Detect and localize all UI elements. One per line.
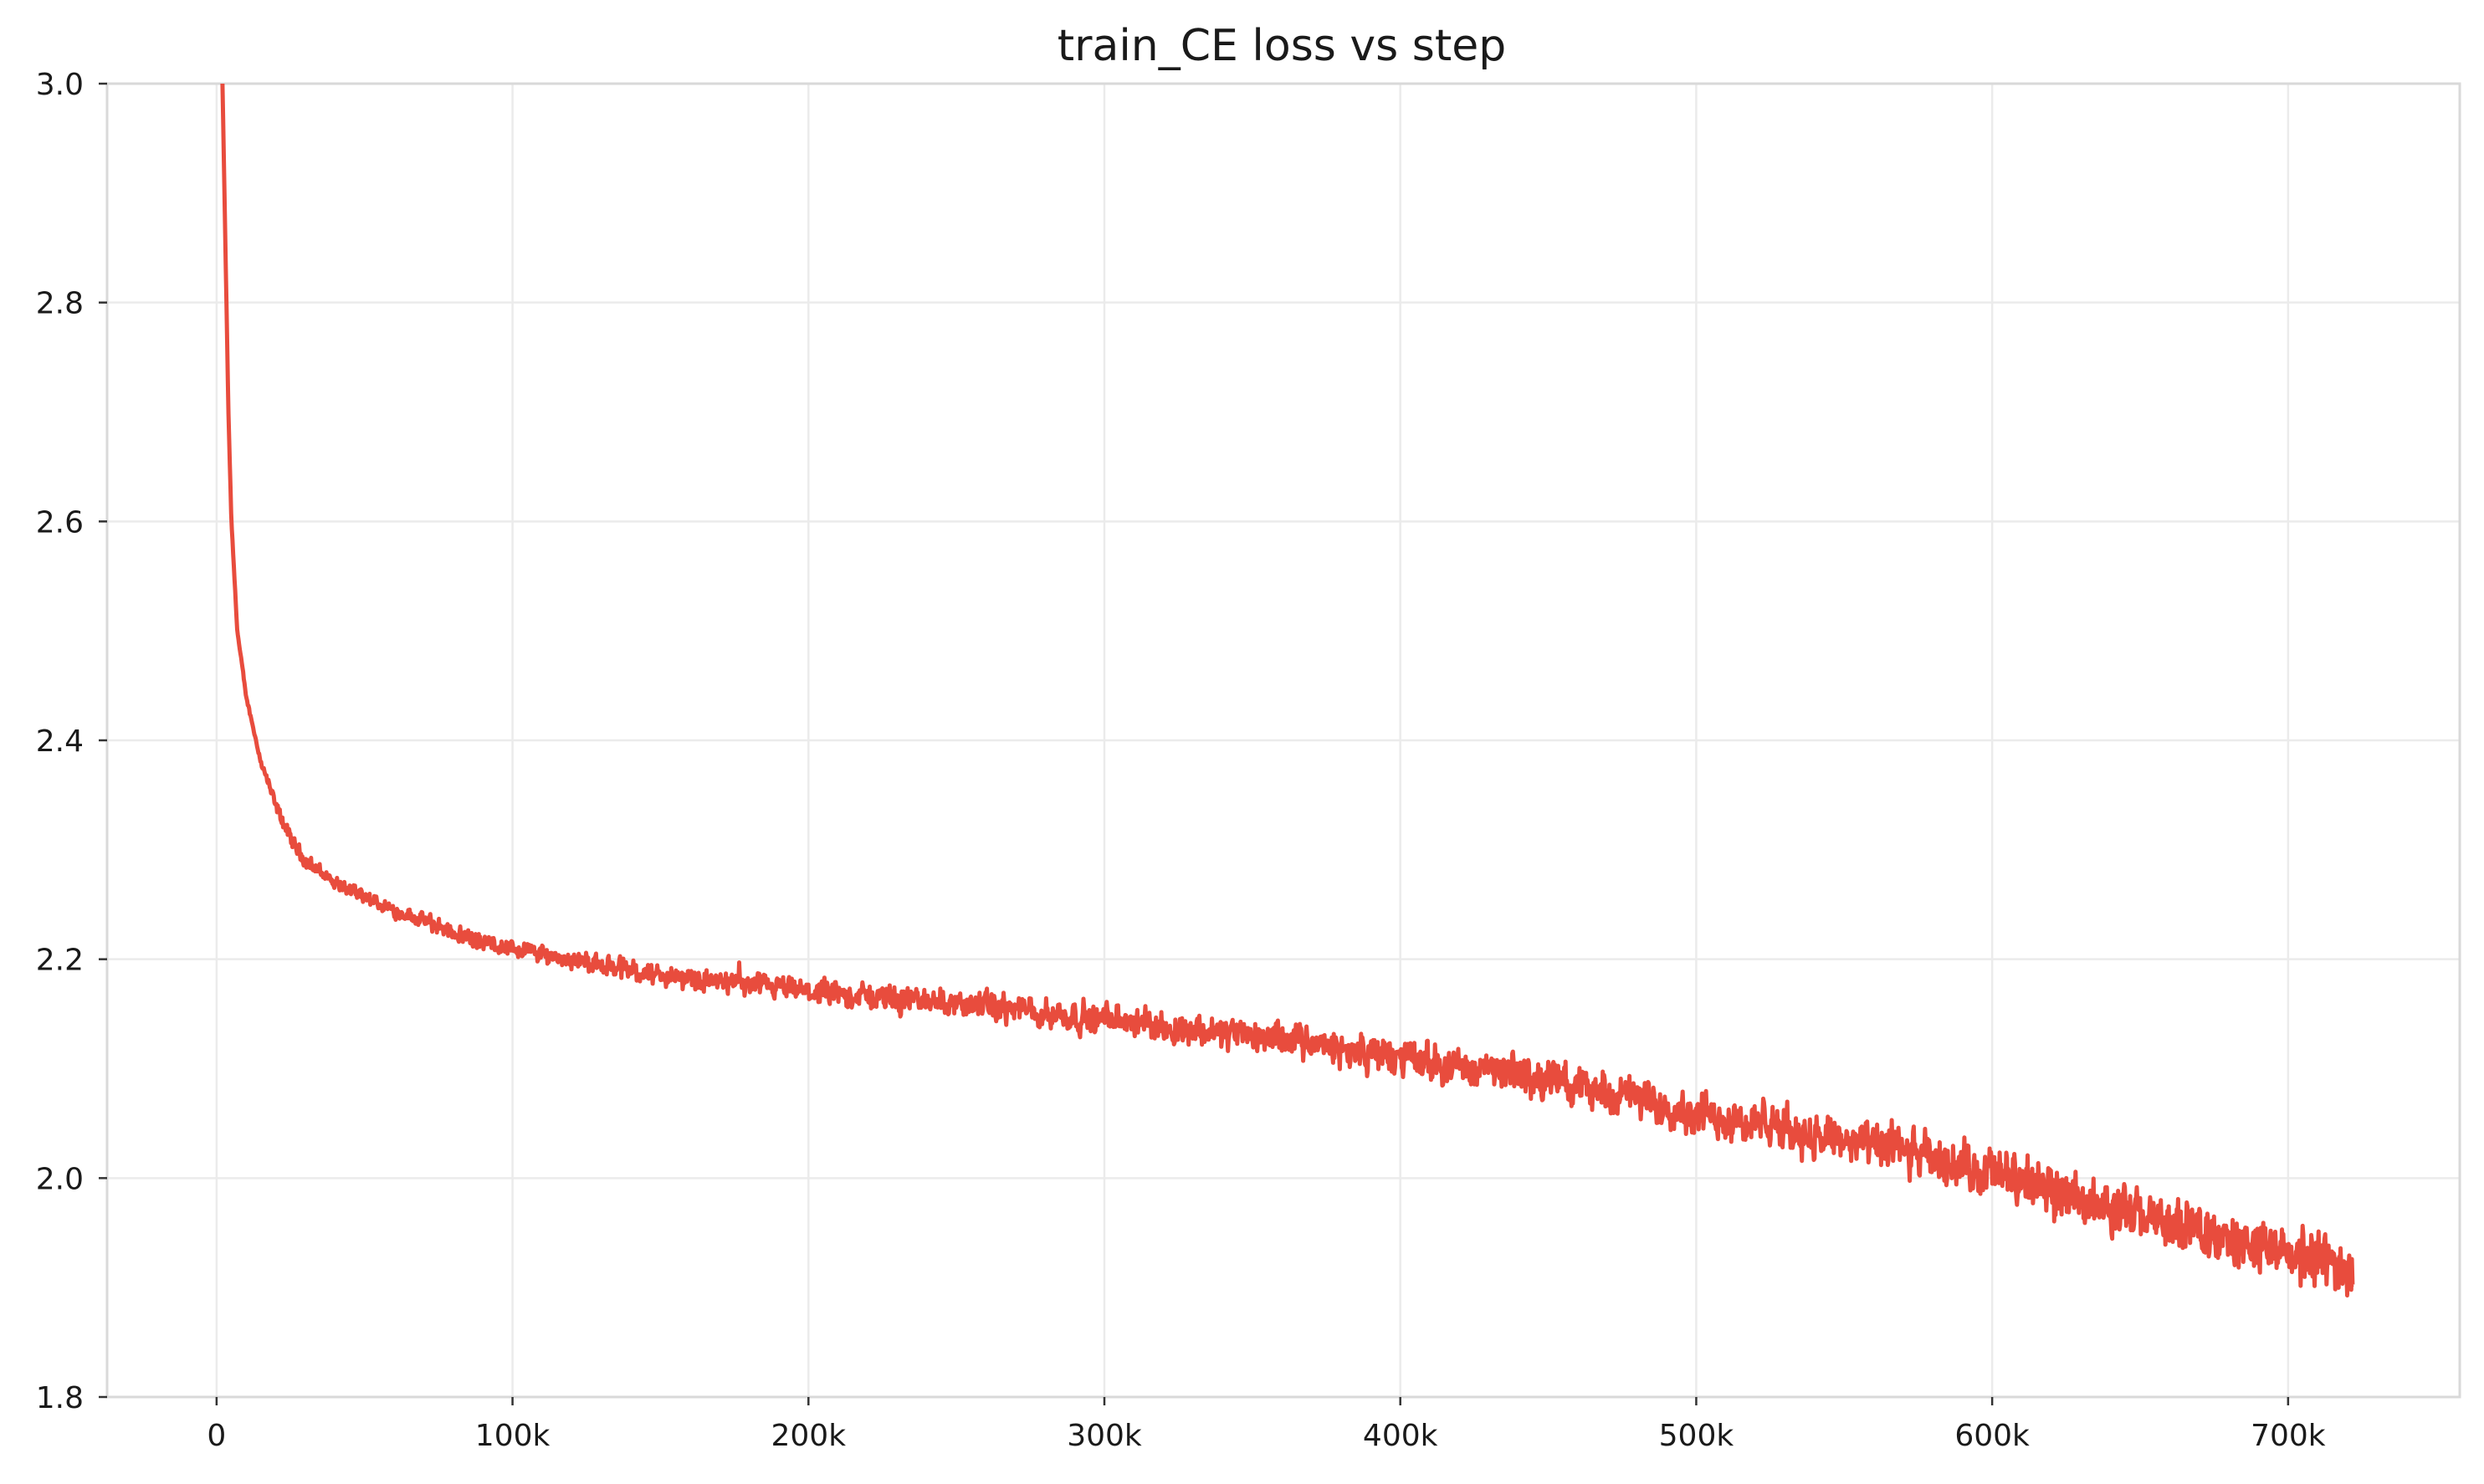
y-tick-label: 3.0: [36, 68, 84, 102]
x-tick-label: 200k: [771, 1419, 847, 1453]
series-layer: [220, 83, 2355, 1298]
y-tick-label: 2.4: [36, 724, 84, 759]
y-tick-label: 1.8: [36, 1381, 84, 1415]
x-tick-label: 0: [207, 1419, 226, 1453]
x-tick-label: 500k: [1659, 1419, 1734, 1453]
y-tick-label: 2.8: [36, 287, 84, 321]
x-tick-label: 100k: [475, 1419, 551, 1453]
chart-title: train_CE loss vs step: [1058, 21, 1507, 71]
axis-ticks: 0 100k 200k 300k 400k 500k 600k 700k 1.8 2.0 2.2 2.…: [36, 68, 2326, 1453]
x-tick-label: 700k: [2251, 1419, 2326, 1453]
y-tick-label: 2.2: [36, 944, 84, 978]
x-tick-label: 400k: [1363, 1419, 1438, 1453]
y-tick-label: 2.0: [36, 1162, 84, 1196]
x-tick-label: 300k: [1067, 1419, 1142, 1453]
y-tick-label: 2.6: [36, 505, 84, 540]
series-line-0: [220, 83, 2355, 1298]
x-tick-label: 600k: [1954, 1419, 2030, 1453]
